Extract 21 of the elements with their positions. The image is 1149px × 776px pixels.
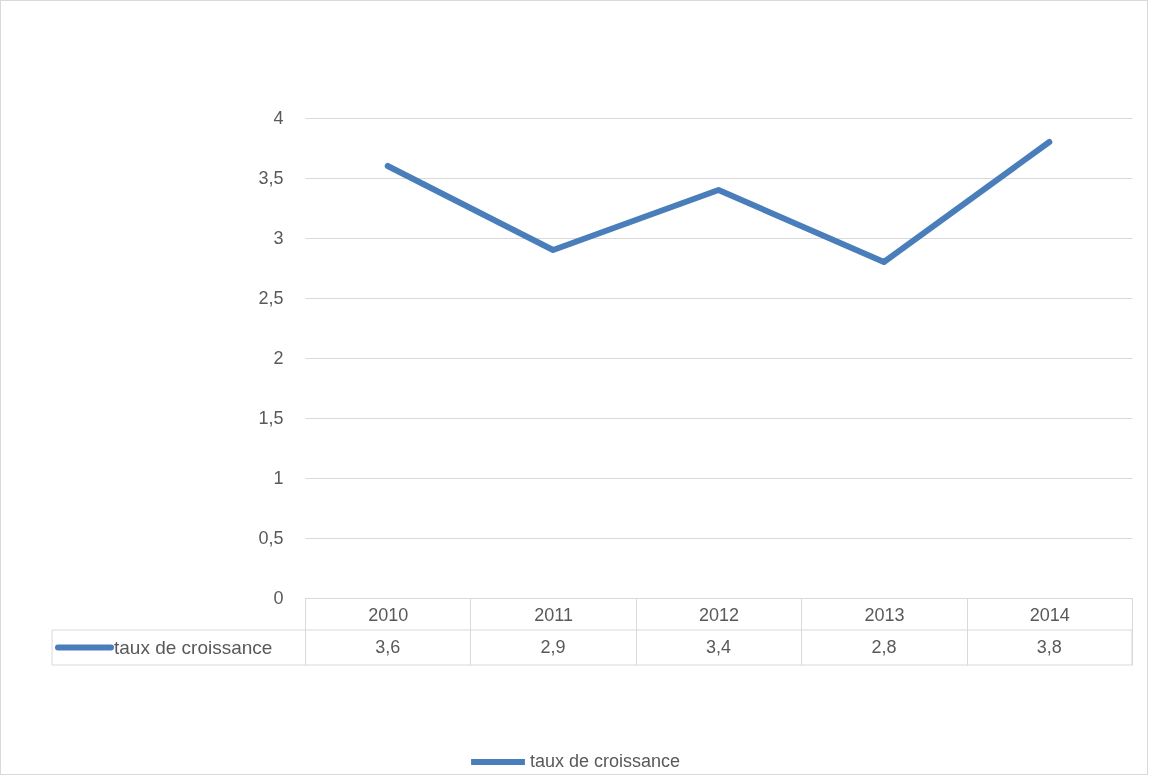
x-tick-label: 2013 [864, 604, 905, 625]
data-label: 3,4 [705, 636, 732, 657]
legend-label: taux de croissance [114, 636, 273, 658]
data-label: 3,6 [375, 636, 401, 657]
x-tick-label: 2010 [368, 604, 409, 625]
data-label: 2,8 [871, 636, 897, 657]
text: taux de croissance [530, 751, 681, 771]
x-tick-label: 2014 [1029, 604, 1070, 625]
y-tick-label: 3 [273, 227, 284, 248]
x-tick-label: 2012 [698, 604, 740, 625]
x-tick-label: 2011 [534, 604, 573, 625]
y-tick-label: 3,5 [258, 167, 284, 188]
y-tick-label: 2 [273, 347, 284, 368]
y-tick-label: 0 [273, 587, 284, 608]
y-tick-label: 0,5 [258, 527, 284, 548]
data-label: 2,9 [540, 636, 566, 657]
y-tick-label: 4 [273, 107, 284, 128]
y-tick-label: 1 [273, 467, 284, 488]
y-tick-label: 1,5 [258, 407, 284, 428]
y-tick-label: 2,5 [258, 287, 284, 308]
data-label: 3,8 [1036, 636, 1062, 657]
